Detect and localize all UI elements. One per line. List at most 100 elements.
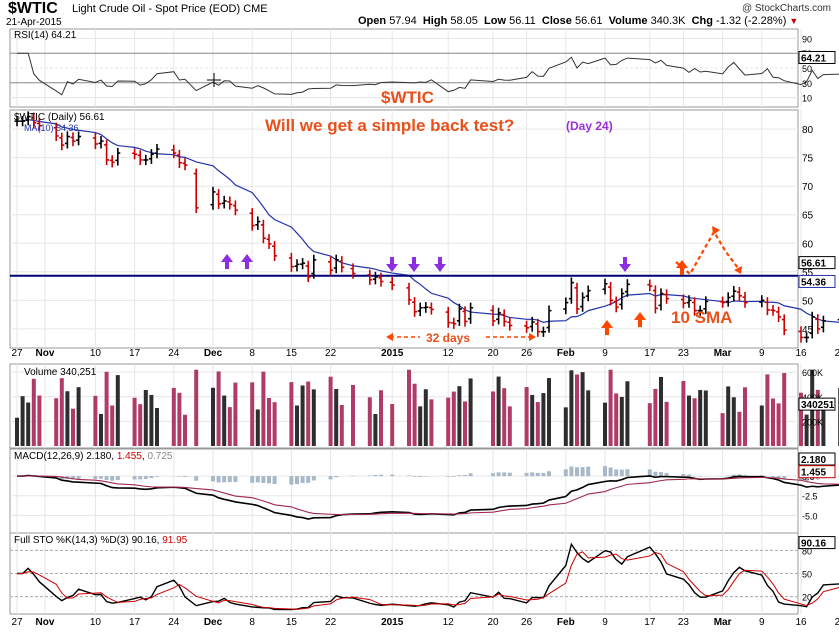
purple-down-arrow-icon	[619, 257, 631, 272]
macd-histogram-bar	[138, 476, 143, 480]
macd-histogram-bar	[334, 476, 339, 478]
price-bar	[652, 285, 658, 314]
macd-histogram-bar	[524, 472, 529, 477]
purple-down-arrow-icon	[408, 257, 420, 272]
price-bar	[305, 260, 311, 283]
macd-histogram-bar	[272, 476, 277, 484]
macd-histogram-bar	[468, 473, 473, 477]
price-bar	[406, 282, 412, 305]
volume-bar	[339, 405, 344, 446]
x-axis-tick: 9	[759, 348, 765, 359]
price-bar	[311, 254, 317, 279]
rsi-badge: 64.21	[801, 53, 826, 64]
macd-histogram-bar	[608, 467, 613, 477]
price-bar	[98, 135, 104, 149]
price-bar	[664, 289, 670, 304]
x-axis-tick: 24	[168, 617, 180, 628]
macd-histogram-bar	[681, 473, 686, 477]
x-axis-tick: 27	[11, 617, 23, 628]
symbol-description: Light Crude Oil - Spot Price (EOD) CME	[72, 3, 268, 15]
price-axis-tick: 75	[802, 154, 814, 165]
sto-d-line	[17, 551, 839, 610]
volume-bar	[115, 375, 120, 446]
volume-bar	[507, 406, 512, 446]
x-axis-tick: Mar	[714, 348, 732, 359]
price-bar	[742, 292, 748, 308]
volume-bar	[496, 376, 501, 446]
rsi-line	[17, 52, 839, 96]
volume-bar	[446, 397, 451, 446]
price-bar	[563, 297, 569, 315]
macd-histogram-bar	[222, 476, 227, 483]
macd-badge: 2.180	[801, 455, 826, 466]
price-bar	[764, 297, 770, 316]
price-bar	[658, 288, 664, 311]
volume-bar	[569, 370, 574, 446]
price-bar	[736, 286, 742, 301]
price-bar	[25, 111, 31, 126]
volume-label: Volume 340,251	[24, 367, 97, 378]
macd-histogram-bar	[726, 475, 731, 477]
sto-k-line	[17, 542, 839, 611]
macd-histogram-bar	[586, 466, 591, 477]
price-bar	[272, 241, 278, 261]
volume-bar	[31, 378, 36, 446]
volume-bar	[815, 389, 820, 446]
x-axis-tick: 16	[795, 348, 807, 359]
annotation-day: (Day 24)	[566, 119, 613, 133]
volume-bar	[149, 394, 154, 446]
macd-histogram-bar	[625, 469, 630, 477]
ma10-line	[17, 118, 839, 323]
price-panel-frame	[9, 109, 799, 349]
volume-bar	[575, 374, 579, 446]
macd-histogram-bar	[575, 467, 579, 477]
macd-histogram-bar	[373, 474, 378, 477]
volume-bar	[619, 396, 624, 446]
price-bar	[574, 282, 580, 315]
ma-badge-box	[798, 274, 836, 288]
volume-bar	[15, 417, 19, 446]
volume-bar	[457, 386, 462, 446]
volume-bar	[821, 407, 826, 446]
price-bar	[53, 122, 59, 142]
annotation-sma: 10 SMA	[671, 308, 732, 327]
volume-bar	[183, 414, 187, 446]
macd-histogram-bar	[771, 476, 775, 477]
volume-bar	[535, 402, 540, 446]
volume-bar	[664, 401, 669, 446]
sto-axis-tick: 80	[802, 546, 812, 556]
volume-bar	[367, 397, 372, 446]
volume-bar	[306, 381, 311, 446]
close-badge: 56.61	[801, 259, 826, 270]
volume-bar	[222, 395, 227, 446]
price-bar	[182, 158, 188, 171]
x-axis-tick: 26	[521, 617, 533, 628]
macd-histogram-bar	[502, 472, 507, 477]
x-axis-tick: 23	[835, 348, 839, 359]
volume-bar	[255, 409, 260, 446]
macd-histogram-bar	[233, 476, 238, 482]
price-bar	[804, 332, 810, 343]
x-axis-tick: 10	[90, 348, 102, 359]
price-bar	[266, 234, 272, 249]
macd-axis-tick: -5.0	[802, 511, 818, 521]
price-bar	[535, 318, 541, 337]
price-bar	[193, 168, 199, 214]
volume-bar	[765, 374, 770, 446]
macd-badge-box	[798, 452, 836, 466]
price-axis-tick: 50	[802, 296, 814, 307]
volume-bar	[731, 397, 736, 446]
rsi-axis-tick: 50	[802, 64, 812, 74]
macd-histogram-bar	[659, 472, 663, 477]
price-bar	[770, 305, 776, 316]
price-bar	[417, 302, 423, 317]
price-bar	[731, 286, 737, 302]
price-bar	[490, 305, 496, 327]
volume-bar	[614, 393, 619, 446]
price-bar	[546, 305, 552, 333]
x-axis-tick: 10	[90, 617, 102, 628]
volume-bar	[698, 390, 703, 446]
macd-histogram-bar	[647, 469, 652, 477]
x-axis-tick: 15	[286, 348, 298, 359]
